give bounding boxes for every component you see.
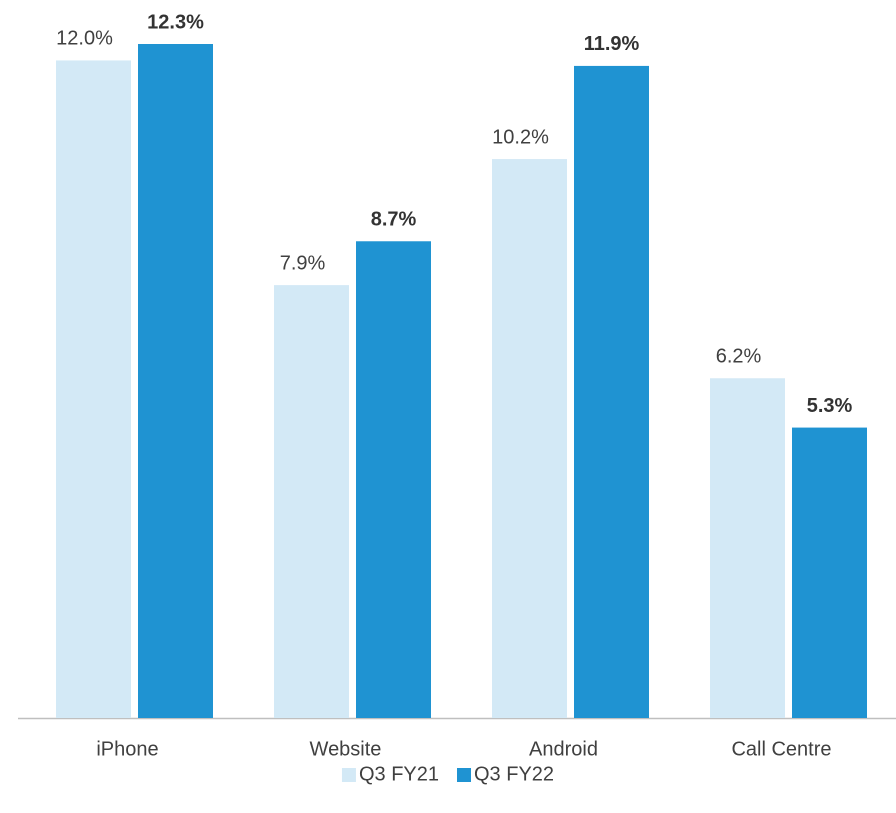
data-label: 7.9%: [280, 252, 326, 274]
bar: [574, 65, 649, 718]
bar: [710, 378, 785, 718]
data-label: 11.9%: [584, 33, 640, 55]
x-tick-label: Website: [310, 738, 382, 760]
data-label: 12.3%: [147, 11, 204, 33]
data-label: 6.2%: [716, 346, 762, 368]
legend-swatch: [341, 768, 356, 782]
data-label: 5.3%: [807, 395, 853, 417]
legend-label: Q3 FY21: [359, 763, 439, 785]
bar: [274, 285, 349, 718]
legend-swatch: [457, 768, 471, 782]
x-tick-label: Android: [529, 738, 598, 760]
bar: [492, 159, 567, 718]
data-label: 10.2%: [492, 126, 549, 148]
bar: [56, 60, 131, 718]
data-label: 8.7%: [371, 209, 417, 231]
bar: [792, 427, 867, 718]
bar: [356, 241, 431, 718]
data-label: 12.0%: [56, 28, 113, 50]
x-tick-label: Call Centre: [731, 738, 831, 760]
bar: [138, 44, 213, 718]
x-tick-label: iPhone: [96, 738, 158, 760]
legend-label: Q3 FY22: [474, 763, 554, 785]
